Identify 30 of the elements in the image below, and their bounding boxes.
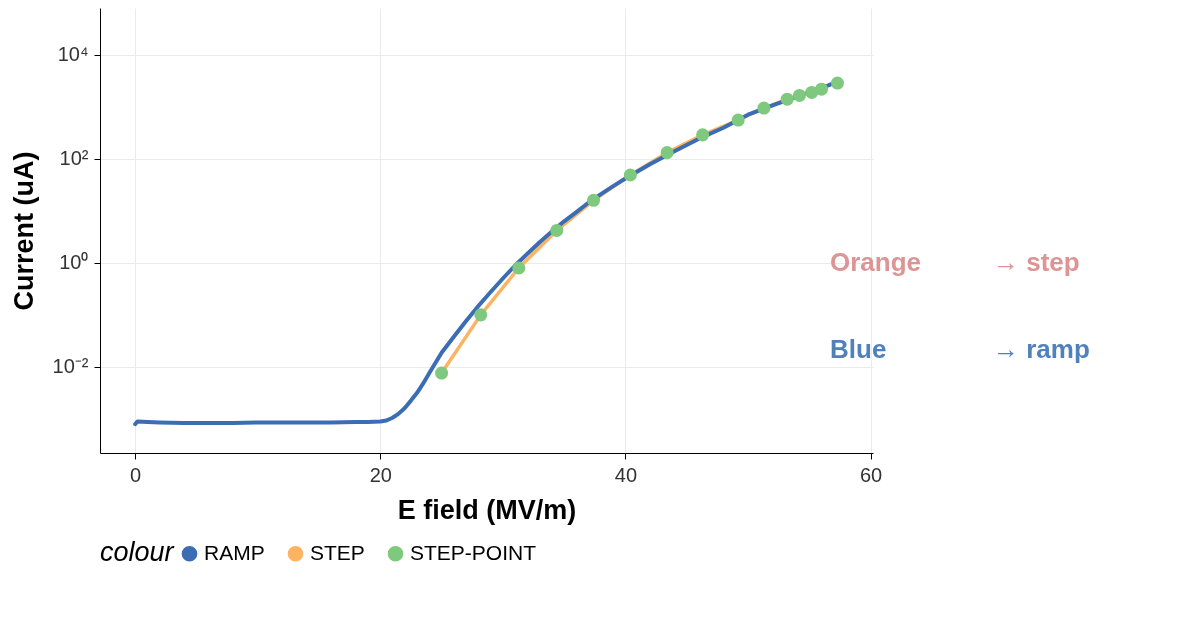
point: [474, 308, 488, 322]
point: [780, 92, 794, 106]
point: [587, 193, 601, 207]
point: [830, 76, 844, 90]
point: [696, 128, 710, 142]
point: [512, 261, 526, 275]
y-tick-label: 10⁻²: [52, 355, 89, 378]
point: [731, 113, 745, 127]
point: [815, 82, 829, 96]
text: Blue → ramp: [830, 334, 1090, 364]
point: [757, 101, 771, 115]
legend-label: STEP-POINT: [410, 540, 537, 564]
legend-label: RAMP: [204, 540, 265, 564]
point: [623, 168, 637, 182]
y-tick-label: 10⁰: [59, 251, 89, 274]
x-tick-label: 60: [859, 463, 883, 486]
text: Orange → step: [830, 247, 1080, 277]
legend-label: STEP: [310, 540, 365, 564]
x-tick-label: 40: [614, 463, 638, 486]
y-tick-label: 10²: [59, 147, 89, 170]
point: [435, 366, 449, 380]
point: [660, 146, 674, 160]
x-tick-label: 0: [130, 463, 142, 486]
point: [550, 223, 564, 237]
y-tick-label: 10⁴: [57, 43, 89, 66]
y-axis-title: Current (uA): [8, 151, 39, 311]
legend-title: colour: [100, 537, 175, 567]
x-tick-label: 20: [369, 463, 392, 486]
x-axis-title: E field (MV/m): [397, 494, 577, 525]
point: [792, 88, 806, 102]
